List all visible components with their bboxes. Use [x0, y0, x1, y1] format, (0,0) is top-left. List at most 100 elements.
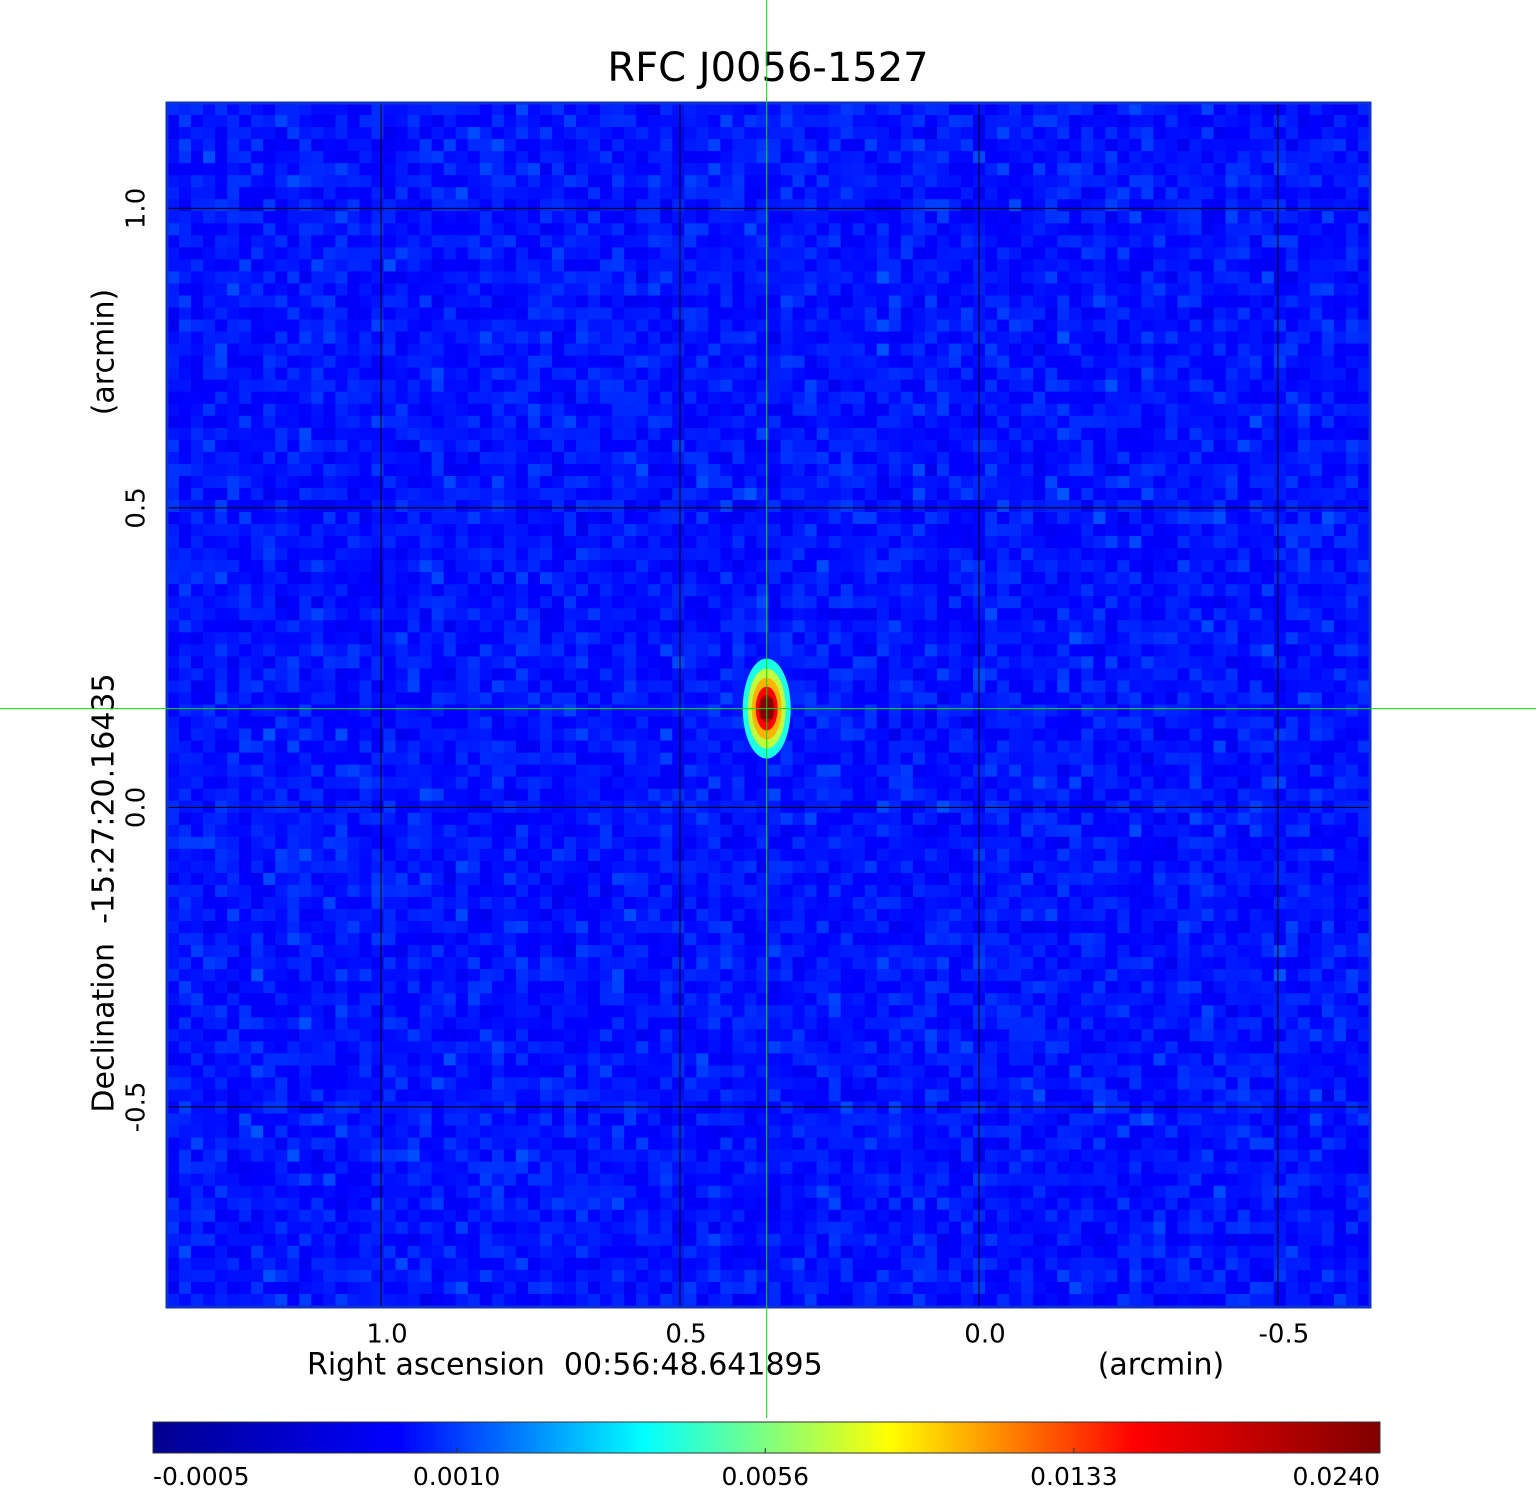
image-pixel [576, 223, 589, 236]
image-pixel [251, 524, 264, 537]
image-pixel [551, 367, 565, 381]
image-pixel [1081, 692, 1094, 706]
image-pixel [1213, 439, 1227, 453]
image-pixel [792, 656, 806, 670]
image-pixel [275, 487, 288, 501]
image-pixel [1237, 151, 1251, 164]
image-pixel [287, 487, 300, 501]
image-pixel [479, 499, 493, 513]
image-pixel [1057, 608, 1070, 621]
image-pixel [1105, 367, 1118, 381]
image-pixel [576, 512, 589, 525]
image-pixel [467, 115, 481, 128]
image-pixel [251, 307, 264, 321]
image-pixel [335, 536, 349, 549]
image-pixel [756, 343, 770, 357]
image-pixel [203, 391, 216, 405]
image-pixel [960, 415, 974, 429]
image-pixel [227, 199, 240, 212]
image-pixel [227, 560, 240, 573]
image-pixel [1189, 536, 1203, 549]
image-pixel [900, 499, 914, 513]
image-pixel [515, 536, 529, 549]
image-pixel [347, 163, 361, 176]
image-pixel [1105, 379, 1118, 393]
image-pixel [768, 439, 782, 453]
image-pixel [624, 367, 637, 381]
image-pixel [1165, 211, 1179, 224]
image-pixel [1165, 439, 1179, 453]
image-pixel [191, 572, 204, 585]
image-pixel [179, 319, 192, 333]
image-pixel [1201, 103, 1215, 116]
image-pixel [359, 584, 373, 597]
image-pixel [1105, 283, 1118, 297]
image-pixel [299, 692, 312, 706]
image-pixel [1189, 391, 1203, 405]
image-pixel [1237, 355, 1251, 369]
image-pixel [756, 163, 770, 176]
image-pixel [563, 560, 577, 573]
image-pixel [515, 283, 529, 297]
image-pixel [1009, 656, 1022, 670]
image-pixel [985, 475, 998, 489]
image-pixel [191, 524, 204, 537]
image-pixel [455, 343, 469, 357]
image-pixel [251, 115, 264, 128]
image-pixel [1297, 656, 1311, 670]
image-pixel [960, 151, 974, 164]
image-pixel [167, 247, 180, 260]
image-pixel [696, 343, 709, 357]
image-pixel [443, 211, 457, 224]
image-pixel [1285, 127, 1299, 140]
image-pixel [900, 211, 914, 224]
image-pixel [167, 139, 180, 152]
image-pixel [467, 247, 481, 260]
image-pixel [563, 199, 577, 212]
image-pixel [636, 235, 649, 248]
image-pixel [323, 283, 337, 297]
image-pixel [1129, 560, 1143, 573]
image-pixel [636, 367, 649, 381]
image-pixel [672, 415, 685, 429]
image-pixel [395, 403, 409, 417]
image-pixel [948, 295, 962, 309]
image-pixel [335, 355, 349, 369]
image-pixel [1117, 680, 1130, 694]
image-pixel [1345, 572, 1359, 585]
image-pixel [756, 584, 770, 597]
image-pixel [816, 211, 830, 224]
image-pixel [287, 355, 300, 369]
image-pixel [1321, 343, 1335, 357]
image-pixel [215, 632, 228, 645]
image-pixel [780, 139, 794, 152]
image-pixel [1105, 199, 1118, 212]
image-pixel [876, 259, 890, 273]
image-pixel [335, 620, 349, 633]
image-pixel [263, 560, 276, 573]
image-pixel [636, 584, 649, 597]
image-pixel [371, 403, 385, 417]
image-pixel [335, 175, 349, 188]
image-pixel [732, 644, 746, 657]
image-pixel [407, 151, 421, 164]
image-pixel [431, 644, 445, 657]
image-pixel [912, 343, 926, 357]
image-pixel [407, 199, 421, 212]
image-pixel [287, 127, 300, 140]
image-pixel [624, 439, 637, 453]
image-pixel [1045, 283, 1058, 297]
image-pixel [455, 367, 469, 381]
image-pixel [251, 415, 264, 429]
image-pixel [900, 403, 914, 417]
image-pixel [852, 632, 866, 645]
image-pixel [1213, 103, 1227, 116]
image-pixel [1081, 343, 1094, 357]
image-pixel [924, 259, 938, 273]
image-pixel [624, 644, 637, 657]
image-pixel [1309, 175, 1323, 188]
image-pixel [347, 524, 361, 537]
image-pixel [1165, 247, 1179, 260]
image-pixel [672, 536, 685, 549]
image-pixel [443, 127, 457, 140]
